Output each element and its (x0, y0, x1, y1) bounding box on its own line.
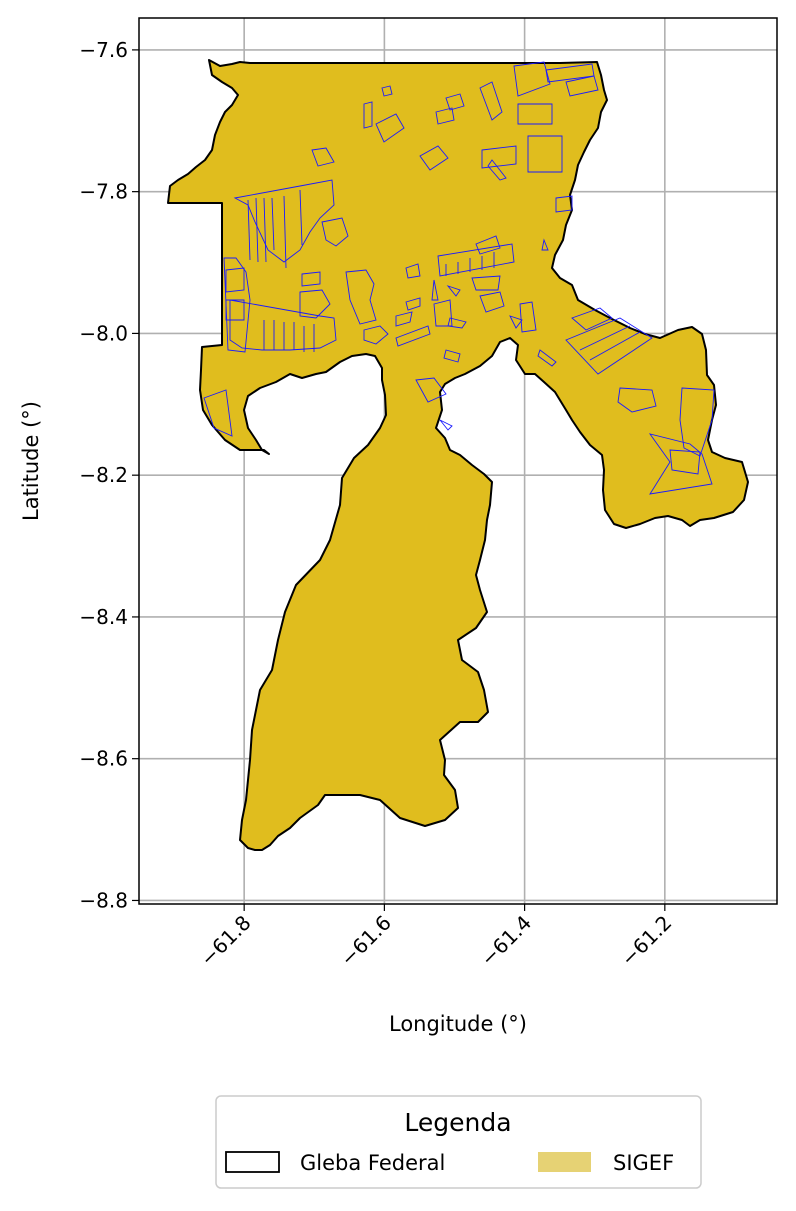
sigef-parcel (445, 252, 495, 276)
sigef-parcel (445, 93, 465, 111)
sigef-parcel (447, 317, 467, 329)
sigef-parcel (517, 103, 553, 125)
sigef-parcel (541, 238, 549, 251)
sigef-parcel (381, 85, 393, 97)
sigef-parcel (229, 299, 337, 351)
sigef-parcel (481, 145, 517, 169)
gleba-federal-polygon (167, 59, 749, 851)
y-axis-label: Latitude (°) (19, 401, 43, 521)
sigef-parcel (555, 195, 573, 213)
sigef-parcels (203, 61, 715, 495)
sigef-parcel (233, 179, 335, 263)
legend-sigef-label: SIGEF (613, 1151, 674, 1175)
sigef-parcel (471, 275, 501, 291)
sigef-parcel (571, 307, 613, 331)
x-tick-label: −61.8 (195, 911, 255, 971)
sigef-parcel (345, 269, 377, 325)
x-tick-label: −61.6 (336, 911, 396, 971)
sigef-parcel (203, 389, 233, 437)
sigef-parcel (405, 297, 421, 311)
sigef-parcel (375, 113, 405, 143)
x-tick-label: −61.2 (616, 911, 676, 971)
y-tick-label: −8.2 (79, 463, 128, 487)
sigef-parcel (446, 285, 461, 297)
sigef-parcel (509, 315, 523, 329)
sigef-parcel (225, 267, 245, 321)
sigef-parcel (443, 349, 461, 363)
sigef-parcel (479, 81, 503, 121)
sigef-parcel (433, 299, 453, 327)
sigef-parcel (669, 449, 701, 475)
sigef-parcel (419, 145, 449, 171)
sigef-parcel (537, 349, 557, 367)
sigef-parcel (487, 159, 507, 181)
sigef-parcel (301, 271, 321, 287)
sigef-parcel (475, 235, 501, 255)
sigef-parcel (527, 135, 563, 173)
sigef-parcel (579, 325, 641, 361)
y-tick-label: −8.6 (79, 747, 128, 771)
sigef-parcel (321, 217, 349, 247)
x-axis-ticks: −61.8 −61.6 −61.4 −61.2 (195, 904, 676, 971)
sigef-parcel (405, 263, 421, 279)
y-tick-label: −8.8 (79, 888, 128, 912)
y-tick-label: −8.0 (79, 321, 128, 345)
sigef-parcel (223, 257, 251, 353)
sigef-parcel (299, 289, 331, 319)
sigef-parcel (617, 387, 657, 413)
sigef-parcel (479, 291, 505, 313)
sigef-parcel (565, 317, 653, 375)
sigef-parcel (363, 101, 373, 129)
sigef-parcel (439, 419, 453, 431)
y-tick-label: −7.8 (79, 180, 128, 204)
legend: Legenda Gleba Federal SIGEF (215, 1095, 702, 1189)
sigef-parcel (415, 377, 447, 403)
legend-title: Legenda (404, 1108, 511, 1137)
legend-sigef-swatch (538, 1152, 591, 1172)
sigef-parcel (565, 75, 599, 97)
legend-gleba-swatch (225, 1151, 280, 1173)
legend-gleba-label: Gleba Federal (300, 1151, 445, 1175)
y-tick-label: −7.6 (79, 38, 128, 62)
y-tick-label: −8.4 (79, 605, 128, 629)
sigef-parcel (395, 325, 431, 347)
sigef-parcel (263, 320, 315, 352)
sigef-parcel (363, 325, 389, 345)
sigef-parcel (431, 279, 439, 301)
sigef-parcel (648, 433, 713, 495)
x-axis-label: Longitude (°) (389, 1012, 527, 1036)
plot-frame (138, 17, 778, 905)
sigef-parcel (311, 147, 335, 167)
sigef-parcel (513, 61, 551, 97)
sigef-parcel (437, 243, 515, 277)
sigef-parcel (435, 107, 455, 125)
sigef-parcel (395, 311, 413, 327)
sigef-parcel (519, 301, 537, 333)
sigef-parcel (247, 189, 303, 269)
x-tick-label: −61.4 (476, 911, 536, 971)
y-axis-ticks: −7.6 −7.8 −8.0 −8.2 −8.4 −8.6 −8.8 (79, 38, 139, 912)
